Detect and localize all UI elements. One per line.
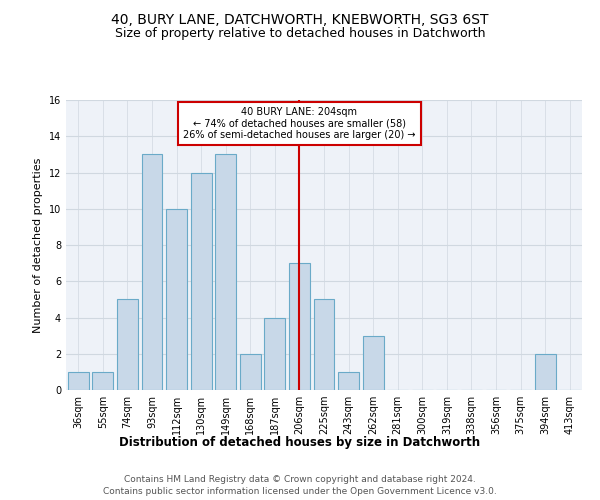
Bar <box>240 354 261 390</box>
Bar <box>314 300 334 390</box>
Text: Contains HM Land Registry data © Crown copyright and database right 2024.: Contains HM Land Registry data © Crown c… <box>124 474 476 484</box>
Bar <box>215 154 236 390</box>
Bar <box>535 354 556 390</box>
Y-axis label: Number of detached properties: Number of detached properties <box>33 158 43 332</box>
Bar <box>265 318 286 390</box>
Bar <box>191 172 212 390</box>
Text: Size of property relative to detached houses in Datchworth: Size of property relative to detached ho… <box>115 28 485 40</box>
Bar <box>117 300 138 390</box>
Bar <box>362 336 383 390</box>
Bar <box>338 372 359 390</box>
Bar <box>92 372 113 390</box>
Text: 40, BURY LANE, DATCHWORTH, KNEBWORTH, SG3 6ST: 40, BURY LANE, DATCHWORTH, KNEBWORTH, SG… <box>111 12 489 26</box>
Bar <box>289 263 310 390</box>
Text: Contains public sector information licensed under the Open Government Licence v3: Contains public sector information licen… <box>103 486 497 496</box>
Bar <box>166 209 187 390</box>
Text: 40 BURY LANE: 204sqm
← 74% of detached houses are smaller (58)
26% of semi-detac: 40 BURY LANE: 204sqm ← 74% of detached h… <box>183 108 416 140</box>
Bar <box>68 372 89 390</box>
Bar <box>142 154 163 390</box>
Text: Distribution of detached houses by size in Datchworth: Distribution of detached houses by size … <box>119 436 481 449</box>
